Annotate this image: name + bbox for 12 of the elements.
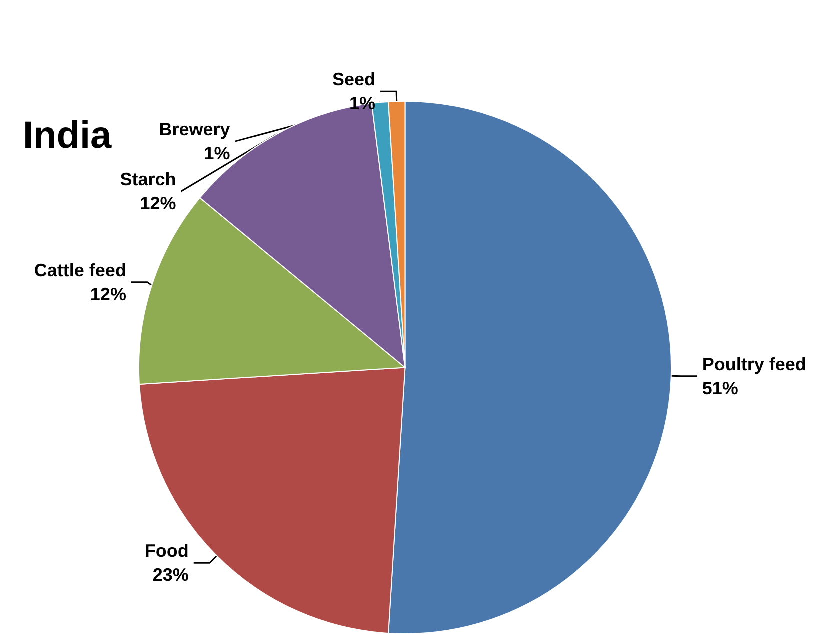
slice-label: Cattle feed [34,260,126,280]
data-label: 12% [90,284,126,304]
data-label: 1% [204,144,230,164]
slice-label: Brewery [159,120,230,140]
data-label: 51% [702,378,738,398]
slice-label: Poultry feed [702,354,806,374]
data-label: 23% [152,565,189,586]
slice-label: Starch [120,170,176,190]
slice-label: Seed [332,70,376,90]
text: India [23,115,113,157]
data-label: 12% [140,194,176,214]
slice-label: Food [144,541,189,562]
